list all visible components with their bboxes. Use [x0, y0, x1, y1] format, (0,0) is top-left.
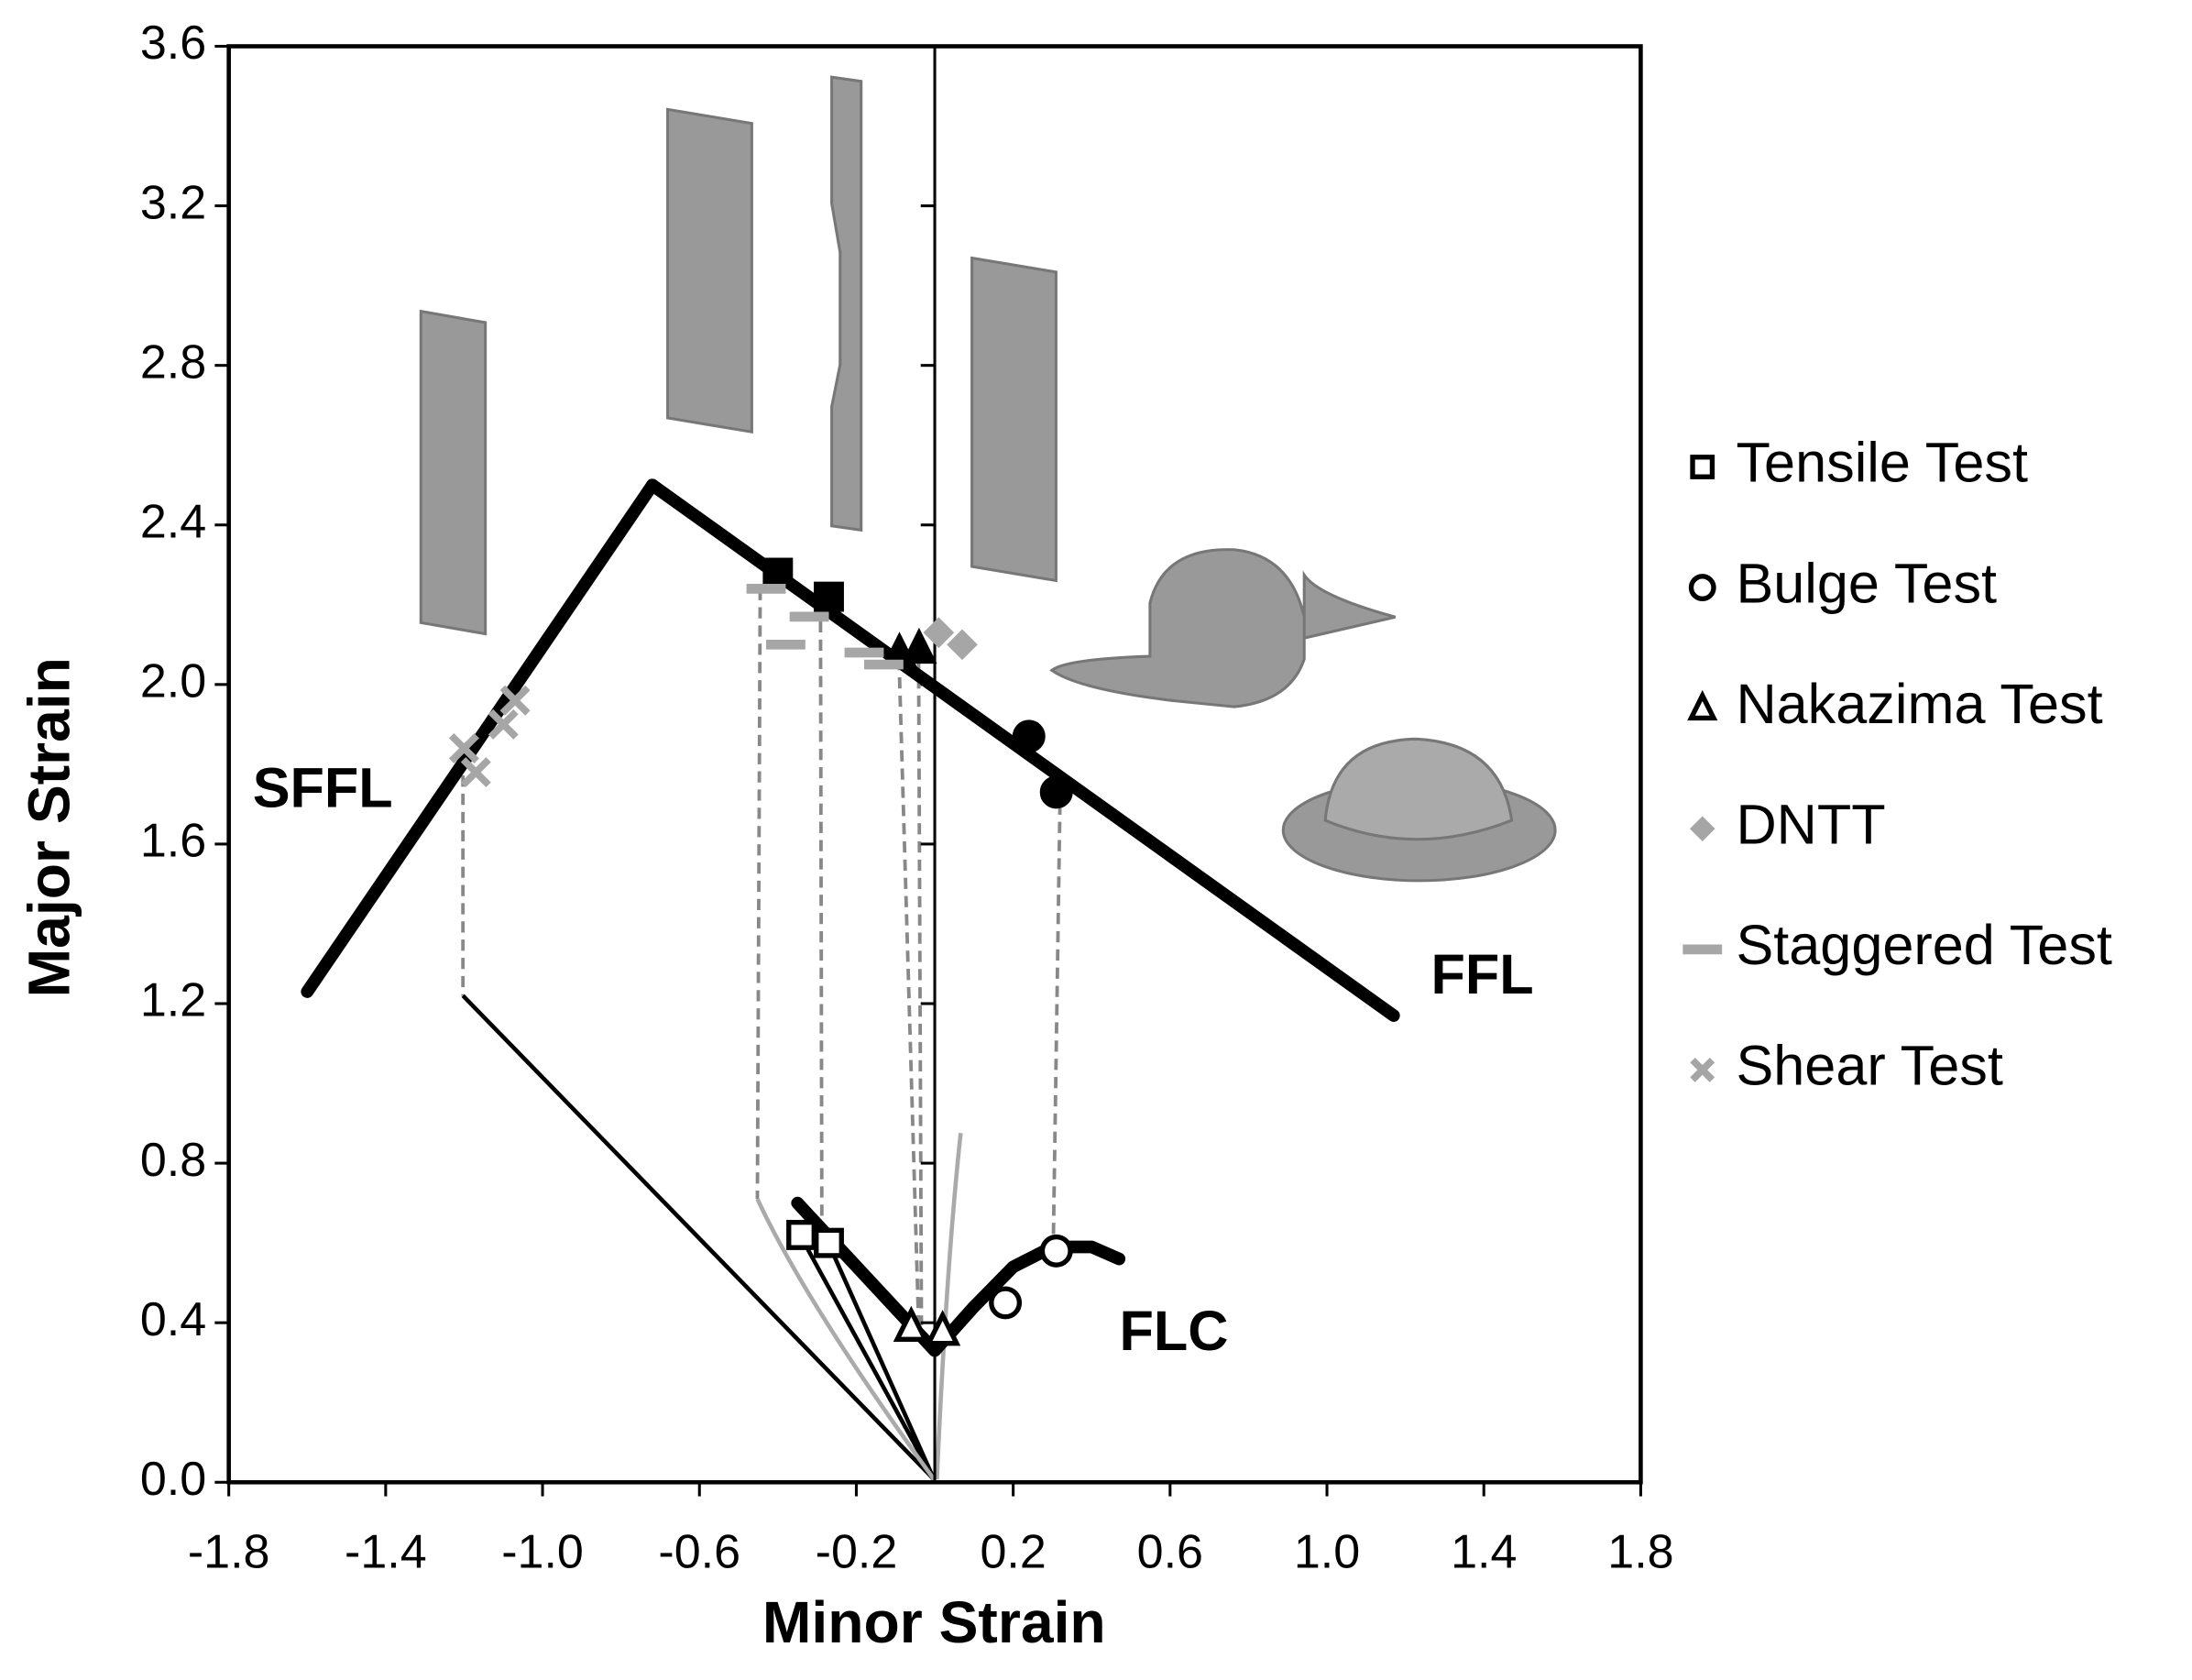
y-tick-label: 2.8: [140, 335, 206, 389]
y-tick-label: 3.2: [140, 176, 206, 229]
y-tick-label: 0.0: [140, 1453, 206, 1506]
marker: [814, 581, 844, 612]
legend-marker: [1690, 1058, 1715, 1082]
x-tick-label: -0.6: [658, 1526, 740, 1579]
marker: [499, 685, 531, 716]
marker: [923, 617, 955, 649]
marker: [786, 1219, 817, 1250]
y-tick-label: 3.6: [140, 16, 206, 70]
marker: [448, 732, 479, 763]
marker: [762, 557, 794, 588]
y-tick-label: 2.4: [140, 495, 206, 548]
y-tick-label: 1.6: [140, 815, 206, 868]
marker: [488, 708, 519, 740]
x-axis-title: Minor Strain: [762, 1589, 1106, 1655]
marker: [460, 757, 491, 788]
y-tick-label: 1.2: [140, 974, 206, 1027]
legend-label: Bulge Test: [1736, 552, 1997, 614]
marker: [814, 1227, 844, 1258]
specimens: [419, 75, 1557, 883]
marker: [1012, 719, 1046, 753]
y-tick-label: 0.8: [140, 1134, 206, 1187]
x-tick-label: 0.2: [980, 1526, 1046, 1579]
curve: [301, 478, 659, 998]
curve-label: SFFL: [253, 757, 393, 819]
x-tick-label: 1.8: [1607, 1526, 1673, 1579]
x-tick-label: 0.6: [1137, 1526, 1203, 1579]
curve-label: FLC: [1119, 1300, 1228, 1362]
x-tick-label: -1.8: [188, 1526, 270, 1579]
x-tick-label: -1.0: [501, 1526, 584, 1579]
marker: [1039, 775, 1073, 809]
legend-marker: [1688, 574, 1716, 602]
legend-marker: [1689, 816, 1715, 842]
x-tick-label: 1.0: [1294, 1526, 1360, 1579]
legend-label: Staggered Test: [1736, 914, 2111, 976]
legend-marker: [1690, 455, 1715, 479]
legend-label: Nakazima Test: [1736, 673, 2102, 735]
marker: [924, 1310, 961, 1346]
marker: [947, 629, 978, 661]
legend-label: Tensile Test: [1736, 432, 2028, 494]
x-tick-label: 1.4: [1451, 1526, 1517, 1579]
marker: [893, 1305, 929, 1342]
legend-marker: [1687, 689, 1718, 721]
y-tick-label: 2.0: [140, 655, 206, 708]
y-tick-label: 0.4: [140, 1293, 206, 1346]
marker: [989, 1286, 1023, 1320]
marker: [901, 627, 937, 664]
x-tick-label: -0.2: [816, 1526, 898, 1579]
marker: [1039, 1234, 1073, 1268]
legend-label: Shear Test: [1736, 1035, 2002, 1097]
legend-label: DNTT: [1736, 793, 1885, 855]
curve: [791, 1196, 1126, 1357]
x-tick-label: -1.4: [345, 1526, 427, 1579]
curve-label: FFL: [1430, 943, 1533, 1005]
strain-paths: [461, 588, 1062, 1325]
loading-paths: [461, 994, 963, 1481]
y-axis-title: Major Strain: [16, 657, 82, 997]
